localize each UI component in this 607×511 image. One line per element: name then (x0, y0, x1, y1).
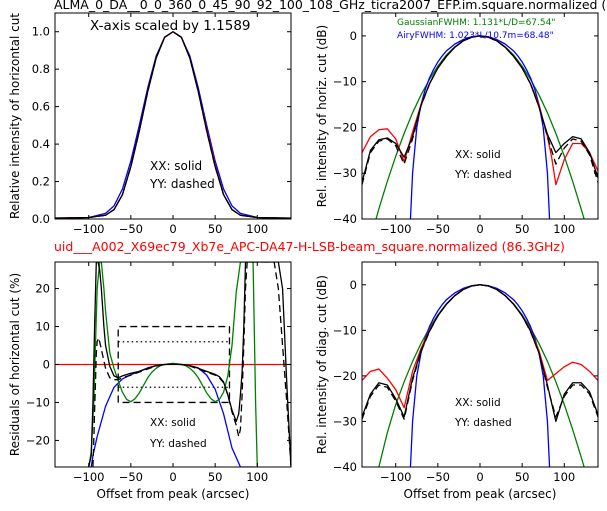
y-tick-label: 0 (350, 29, 357, 43)
x-tick-label: −100 (380, 222, 412, 236)
figure-mid-title: uid___A002_X69ec79_Xb7e_APC-DA47-H-LSB-b… (54, 239, 565, 254)
y-tick-label: 0.6 (32, 100, 50, 114)
y-axis-label: Residuals of horizontal cut (%) (8, 273, 22, 456)
y-tick-label: 0 (350, 278, 357, 292)
chart-annotation: X-axis scaled by 1.1589 (90, 18, 251, 34)
series-line-4 (362, 35, 598, 185)
x-tick-label: −100 (380, 470, 412, 484)
x-tick-label: 0 (476, 470, 483, 484)
x-axis-label: Offset from peak (arcsec) (97, 487, 250, 501)
y-tick-label: −10 (333, 323, 357, 337)
y-tick-label: −30 (333, 166, 357, 180)
y-tick-label: 20 (35, 282, 50, 296)
series-group (362, 35, 598, 219)
y-axis-label: Rel. intensity of diag. cut (dB) (315, 275, 329, 454)
x-tick-label: 50 (515, 470, 530, 484)
legend-entry: GaussianFWHM: 1.131*L/D=67.54" (397, 18, 555, 28)
x-tick-label: −50 (426, 222, 450, 236)
series-line-2 (362, 284, 598, 409)
x-tick-label: 0 (169, 470, 176, 484)
y-tick-label: −20 (26, 433, 50, 447)
series-line-2 (362, 35, 598, 186)
legend-entry: AiryFWHM: 1.023*L/10.7m=68.48" (397, 31, 554, 41)
y-tick-label: −10 (26, 395, 50, 409)
chart-panel-tr: −100 −50 0 50 100 0 −10 −20 −30 −40 Rel. intensity… (315, 12, 599, 236)
chart-annotation: XX: solid (150, 417, 196, 429)
series-group (55, 262, 291, 467)
y-axis-label: Relative intensity of horizontal cut (8, 13, 22, 219)
plot-frame (361, 261, 599, 468)
series-line-0 (375, 35, 585, 219)
chart-annotation: XX: solid (455, 397, 501, 409)
x-tick-label: −100 (73, 222, 105, 236)
x-tick-label: 50 (208, 222, 223, 236)
x-tick-label: 100 (553, 222, 575, 236)
chart-annotation: XX: solid (150, 159, 202, 173)
series-line-1 (409, 284, 551, 467)
y-tick-label: 0.0 (32, 212, 50, 226)
x-axis-label: Offset from peak (arcsec) (404, 487, 557, 501)
chart-annotation: XX: solid (455, 149, 501, 161)
x-tick-label: 50 (208, 470, 223, 484)
x-tick-label: 0 (169, 222, 176, 236)
x-tick-label: 100 (553, 470, 575, 484)
chart-annotation: YY: dashed (149, 438, 207, 450)
chart-panel-tl: −100 −50 0 50 100 0.0 0.2 0.4 0.6 0.8 1.0 Relative … (8, 12, 292, 236)
x-tick-label: 100 (246, 222, 268, 236)
plot-frame (361, 12, 599, 220)
y-tick-label: 0.8 (32, 62, 50, 76)
chart-panel-br: −100 −50 0 50 100 0 −10 −20 −30 −40 Rel. intensity… (315, 261, 599, 501)
series-line-4 (362, 284, 598, 420)
x-tick-label: 0 (476, 222, 483, 236)
y-tick-label: −30 (333, 414, 357, 428)
x-tick-label: 50 (515, 222, 530, 236)
series-line-3 (55, 31, 291, 219)
y-tick-label: −10 (333, 75, 357, 89)
figure-top-title: ALMA_0_DA__0_0_360_0_45_90_92_100_108_GH… (54, 0, 606, 12)
y-tick-label: −20 (333, 369, 357, 383)
y-tick-label: 10 (35, 320, 50, 334)
x-tick-label: −50 (119, 470, 143, 484)
y-tick-label: 1.0 (32, 25, 50, 39)
chart-annotation: YY: dashed (454, 417, 512, 429)
series-line-6 (88, 262, 291, 467)
y-tick-label: −40 (333, 460, 357, 474)
y-tick-label: 0.4 (32, 137, 50, 151)
series-line-1 (409, 35, 551, 219)
x-tick-label: −50 (426, 470, 450, 484)
chart-annotation: YY: dashed (149, 177, 215, 191)
x-tick-label: 100 (246, 470, 268, 484)
y-axis-label: Rel. intensity of horiz. cut (dB) (315, 25, 329, 207)
series-group (362, 284, 598, 467)
chart-annotation: YY: dashed (454, 169, 512, 181)
y-tick-label: −20 (333, 120, 357, 134)
x-tick-label: −100 (73, 470, 105, 484)
series-group (55, 31, 291, 219)
series-line-0 (378, 284, 585, 467)
series-line-7 (92, 262, 291, 467)
y-tick-label: 0.2 (32, 175, 50, 189)
y-tick-label: −40 (333, 212, 357, 226)
y-tick-label: 0 (43, 358, 50, 372)
x-tick-label: −50 (119, 222, 143, 236)
series-line-1 (117, 325, 231, 404)
